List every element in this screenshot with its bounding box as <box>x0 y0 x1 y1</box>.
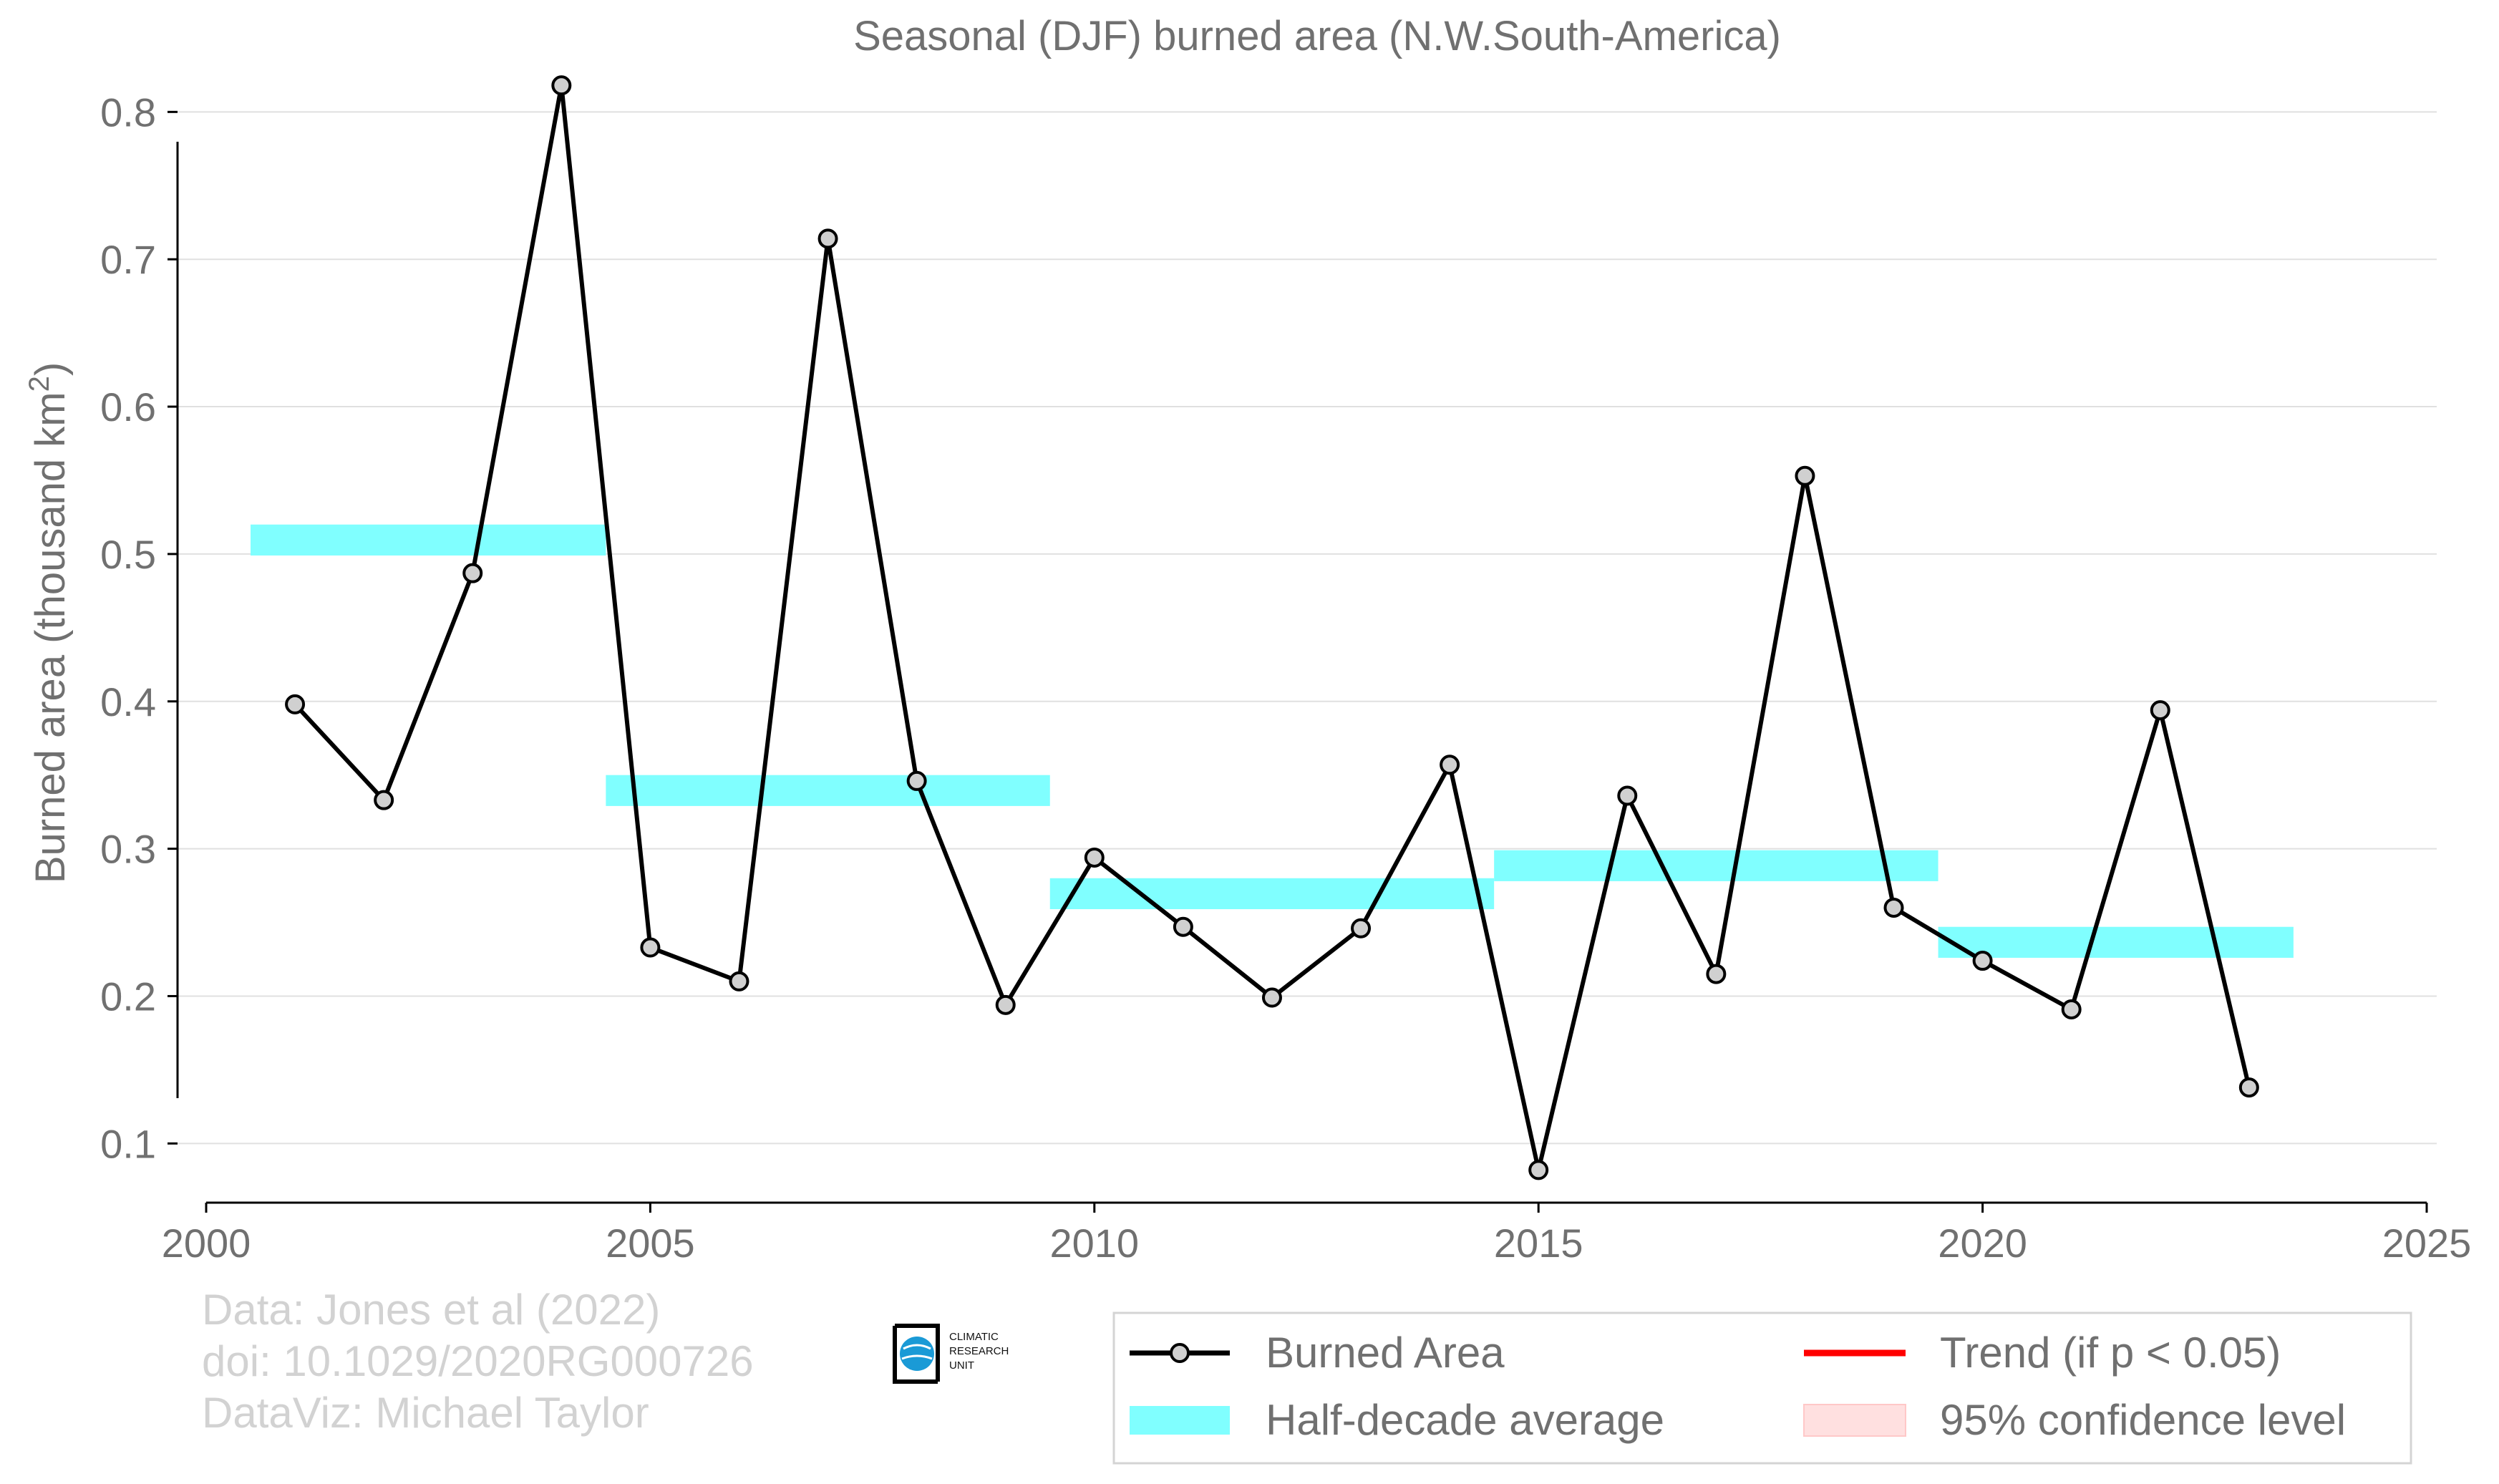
data-point <box>2150 700 2170 721</box>
data-point <box>1617 785 1638 806</box>
y-tick-label: 0.3 <box>100 827 156 872</box>
legend-label-confidence: 95% confidence level <box>1940 1396 2346 1444</box>
data-point <box>1173 916 1193 937</box>
legend-box <box>1112 1311 2412 1465</box>
y-axis: 0.1 0.2 0.3 0.4 0.5 0.6 0.7 0.8 <box>100 89 179 1166</box>
data-point <box>1351 918 1372 939</box>
x-tick-label: 2025 <box>2382 1221 2472 1266</box>
legend: Burned Area Half-decade average Trend (i… <box>1112 1311 2412 1465</box>
data-point <box>285 694 306 714</box>
logo-line-1: CLIMATIC <box>949 1331 999 1343</box>
data-point <box>729 971 749 991</box>
x-tick-label: 2020 <box>1938 1221 2027 1266</box>
half-decade-band <box>1494 850 1938 881</box>
logo-line-2: RESEARCH <box>949 1345 1009 1357</box>
y-tick-label: 0.4 <box>100 679 156 724</box>
cru-logo: CLIMATIC RESEARCH UNIT <box>893 1324 1009 1384</box>
legend-item-confidence: 95% confidence level <box>1803 1396 2346 1444</box>
data-point <box>1706 964 1727 984</box>
data-point <box>1440 755 1460 775</box>
y-tick-label: 0.2 <box>100 974 156 1019</box>
x-ticks: 2000 2005 2010 2015 2020 2025 <box>162 1203 2472 1266</box>
data-point <box>640 937 661 958</box>
data-point <box>1084 847 1105 868</box>
data-point <box>374 790 394 810</box>
y-ticks: 0.1 0.2 0.3 0.4 0.5 0.6 0.7 0.8 <box>100 89 178 1166</box>
data-point <box>551 75 572 96</box>
logo-line-3: UNIT <box>949 1359 974 1372</box>
data-point <box>2061 999 2082 1019</box>
legend-item-burned-area: Burned Area <box>1130 1329 1505 1377</box>
half-decade-band <box>1938 926 2294 958</box>
x-tick-label: 2010 <box>1050 1221 1140 1266</box>
data-point <box>906 770 927 791</box>
data-point <box>1528 1160 1549 1180</box>
data-point <box>1972 951 1993 971</box>
chart-title: Seasonal (DJF) burned area (N.W.South-Am… <box>853 13 1781 59</box>
legend-label-burned-area: Burned Area <box>1266 1329 1505 1377</box>
legend-item-trend: Trend (if p < 0.05) <box>1804 1329 2281 1377</box>
data-point <box>1883 897 1904 918</box>
legend-label-trend: Trend (if p < 0.05) <box>1940 1329 2281 1377</box>
globe-icon <box>900 1337 934 1371</box>
x-tick-label: 2005 <box>606 1221 695 1266</box>
y-axis-label: Burned area (thousand km2) <box>24 362 74 883</box>
y-tick-label: 0.5 <box>100 532 156 577</box>
half-decade-band <box>251 524 606 556</box>
burned-area-series <box>285 75 2259 1180</box>
data-point <box>817 228 838 249</box>
credit-dataviz: DataViz: Michael Taylor <box>202 1389 649 1437</box>
half-decade-band <box>1049 878 1495 910</box>
legend-patch-confidence <box>1803 1404 1906 1437</box>
y-tick-label: 0.1 <box>100 1121 156 1166</box>
x-tick-label: 2000 <box>162 1221 251 1266</box>
data-point <box>2238 1077 2259 1098</box>
y-tick-label: 0.8 <box>100 89 156 135</box>
y-tick-label: 0.6 <box>100 384 156 430</box>
legend-marker-burned-area <box>1170 1343 1190 1363</box>
half-decade-average-bands <box>251 524 2294 958</box>
credits: Data: Jones et al (2022) doi: 10.1029/20… <box>202 1284 754 1439</box>
data-point <box>1795 465 1815 486</box>
credit-data-source: Data: Jones et al (2022) <box>202 1286 661 1334</box>
legend-patch-half-decade <box>1130 1406 1230 1435</box>
grid-lines <box>178 111 2437 1145</box>
legend-item-half-decade: Half-decade average <box>1130 1396 1664 1444</box>
x-tick-label: 2015 <box>1494 1221 1583 1266</box>
data-point <box>1261 987 1282 1008</box>
credit-doi: doi: 10.1029/2020RG000726 <box>202 1337 754 1385</box>
legend-label-half-decade: Half-decade average <box>1266 1396 1664 1444</box>
data-point <box>995 994 1016 1015</box>
half-decade-band <box>606 775 1050 806</box>
x-axis: 2000 2005 2010 2015 2020 2025 <box>162 1201 2472 1266</box>
data-point <box>462 563 483 583</box>
y-tick-label: 0.7 <box>100 237 156 282</box>
